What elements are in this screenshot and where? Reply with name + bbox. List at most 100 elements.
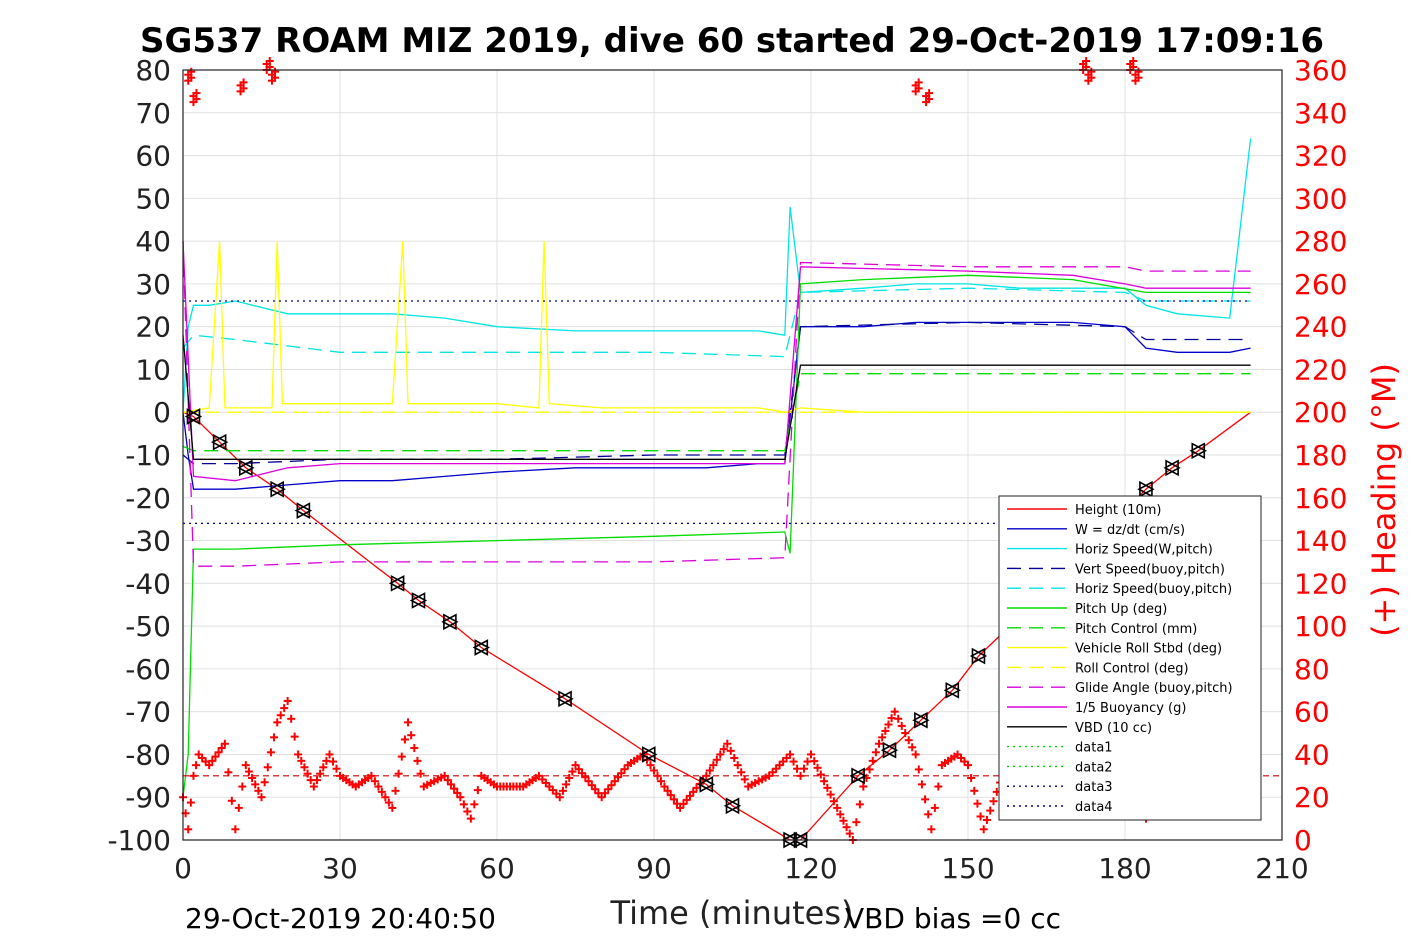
heading-marker-50-3 bbox=[973, 799, 982, 808]
heading-marker-46-4 bbox=[924, 810, 933, 819]
heading-marker-29-1 bbox=[600, 789, 609, 798]
x-tick-label-6: 180 bbox=[1098, 852, 1151, 885]
legend-label-15: data4 bbox=[1075, 800, 1113, 815]
y-tick-label-7: 10 bbox=[135, 353, 171, 386]
y-right-tick-label-4: 280 bbox=[1294, 225, 1347, 258]
triangle-marker-10 bbox=[640, 746, 658, 763]
y-right-tick-label-3: 300 bbox=[1294, 182, 1347, 215]
heading-marker-4-1 bbox=[208, 756, 217, 765]
legend-label-5: Pitch Up (deg) bbox=[1075, 602, 1167, 617]
series-line-1 bbox=[182, 321, 1251, 490]
heading-marker-44-1 bbox=[878, 733, 887, 742]
triangle-marker-17 bbox=[912, 711, 930, 729]
legend-label-2: Horiz Speed(W,pitch) bbox=[1075, 543, 1213, 558]
heading-marker-18-3 bbox=[413, 756, 422, 765]
heading-marker-20-0 bbox=[440, 771, 449, 780]
heading-marker-32-0 bbox=[660, 782, 669, 791]
heading-marker-40-2 bbox=[813, 763, 822, 772]
heading-marker-50-4 bbox=[976, 812, 985, 821]
triangle-marker-right-18 bbox=[945, 681, 961, 699]
heading-marker-46-2 bbox=[917, 780, 926, 789]
heading-marker-40-4 bbox=[820, 777, 829, 786]
y-right-tick-label-13: 100 bbox=[1294, 610, 1347, 643]
y-tick-label-12: -40 bbox=[125, 567, 171, 600]
heading-marker-34-4 bbox=[716, 750, 725, 759]
triangle-marker-9 bbox=[556, 690, 574, 708]
heading-marker-41-4 bbox=[845, 829, 854, 838]
y-tick-label-18: -100 bbox=[107, 824, 171, 857]
heading-marker-16-2 bbox=[374, 782, 383, 791]
triangle-marker-19 bbox=[969, 647, 988, 665]
heading-marker-13-1 bbox=[329, 757, 338, 766]
heading-marker-5-2 bbox=[227, 796, 236, 805]
heading-marker-35-2 bbox=[730, 754, 739, 763]
heading-marker-1-0 bbox=[184, 825, 193, 834]
heading-marker-32-2 bbox=[666, 791, 675, 800]
heading-marker-20-1 bbox=[443, 776, 452, 785]
heading-marker-29-2 bbox=[604, 785, 613, 794]
heading-top-marker-4-3 bbox=[270, 67, 279, 76]
heading-marker-27-3 bbox=[565, 773, 574, 782]
heading-marker-7-2 bbox=[248, 773, 257, 782]
heading-marker-40-6 bbox=[826, 790, 835, 799]
heading-marker-42-1 bbox=[852, 818, 861, 827]
heading-marker-45-4 bbox=[904, 736, 913, 745]
y-tick-label-14: -60 bbox=[125, 653, 171, 686]
series-line-7 bbox=[182, 241, 1251, 413]
legend-label-9: Glide Angle (buoy,pitch) bbox=[1075, 681, 1233, 696]
triangle-marker-right-19 bbox=[971, 647, 988, 665]
heading-marker-22-1 bbox=[470, 800, 479, 809]
heading-marker-28-6 bbox=[591, 785, 600, 794]
heading-marker-10-0 bbox=[283, 696, 292, 705]
y-tick-label-2: 60 bbox=[135, 140, 171, 173]
triangle-marker-20 bbox=[1137, 480, 1155, 498]
heading-top-marker-5-3 bbox=[914, 78, 923, 87]
heading-marker-33-0 bbox=[676, 803, 685, 812]
triangle-marker-right-17 bbox=[914, 711, 930, 729]
heading-marker-9-1 bbox=[276, 711, 285, 720]
x-tick-label-2: 60 bbox=[479, 852, 515, 885]
heading-marker-7-3 bbox=[251, 780, 260, 789]
heading-marker-41-2 bbox=[839, 816, 848, 825]
y-tick-label-5: 30 bbox=[135, 268, 171, 301]
heading-marker-42-2 bbox=[855, 800, 864, 809]
heading-marker-4-2 bbox=[211, 752, 220, 761]
triangle-marker-2 bbox=[237, 459, 255, 477]
heading-top-marker-2-3 bbox=[239, 78, 248, 87]
triangle-marker-right-8 bbox=[474, 639, 490, 656]
y-right-tick-label-12: 120 bbox=[1294, 567, 1347, 600]
triangle-marker-right-4 bbox=[296, 502, 313, 519]
triangle-marker-right-7 bbox=[443, 613, 459, 631]
heading-marker-51-3 bbox=[989, 797, 998, 806]
triangle-marker-right-10 bbox=[641, 746, 658, 763]
y-right-tick-label-10: 160 bbox=[1294, 482, 1347, 515]
y-tick-label-16: -80 bbox=[125, 738, 171, 771]
triangle-marker-1 bbox=[210, 433, 229, 451]
heading-marker-29-5 bbox=[614, 773, 623, 782]
triangle-marker-22 bbox=[1189, 442, 1207, 460]
heading-marker-20-2 bbox=[446, 780, 455, 789]
triangle-marker-right-15 bbox=[851, 767, 867, 785]
heading-marker-28-2 bbox=[578, 769, 587, 778]
heading-marker-16-0 bbox=[367, 771, 376, 780]
heading-marker-31-3 bbox=[650, 766, 658, 775]
x-tick-label-3: 90 bbox=[636, 852, 672, 885]
heading-marker-39-1 bbox=[800, 764, 809, 773]
heading-marker-44-3 bbox=[884, 720, 893, 729]
heading-marker-10-2 bbox=[290, 732, 299, 741]
heading-marker-18-1 bbox=[407, 731, 416, 740]
legend-label-3: Vert Speed(buoy,pitch) bbox=[1075, 562, 1225, 577]
legend: Height (10m) W = dz/dt (cm/s) Horiz Speed(… bbox=[998, 495, 1262, 821]
heading-marker-17-1 bbox=[391, 786, 400, 795]
heading-marker-45-2 bbox=[897, 721, 906, 730]
heading-marker-43-0 bbox=[859, 782, 868, 791]
legend-label-13: data2 bbox=[1075, 760, 1113, 775]
heading-marker-45-5 bbox=[908, 743, 917, 752]
y-tick-labels: 80 70 60 50 40 30 20 10 0 -10 -20 -30 -40 -50 -60 -70 -8… bbox=[107, 54, 171, 857]
series-line-3 bbox=[182, 321, 1251, 465]
heading-marker-34-5 bbox=[719, 745, 728, 754]
heading-marker-40-0 bbox=[807, 750, 815, 759]
heading-marker-7-1 bbox=[244, 767, 253, 776]
heading-marker-11-2 bbox=[300, 763, 309, 772]
